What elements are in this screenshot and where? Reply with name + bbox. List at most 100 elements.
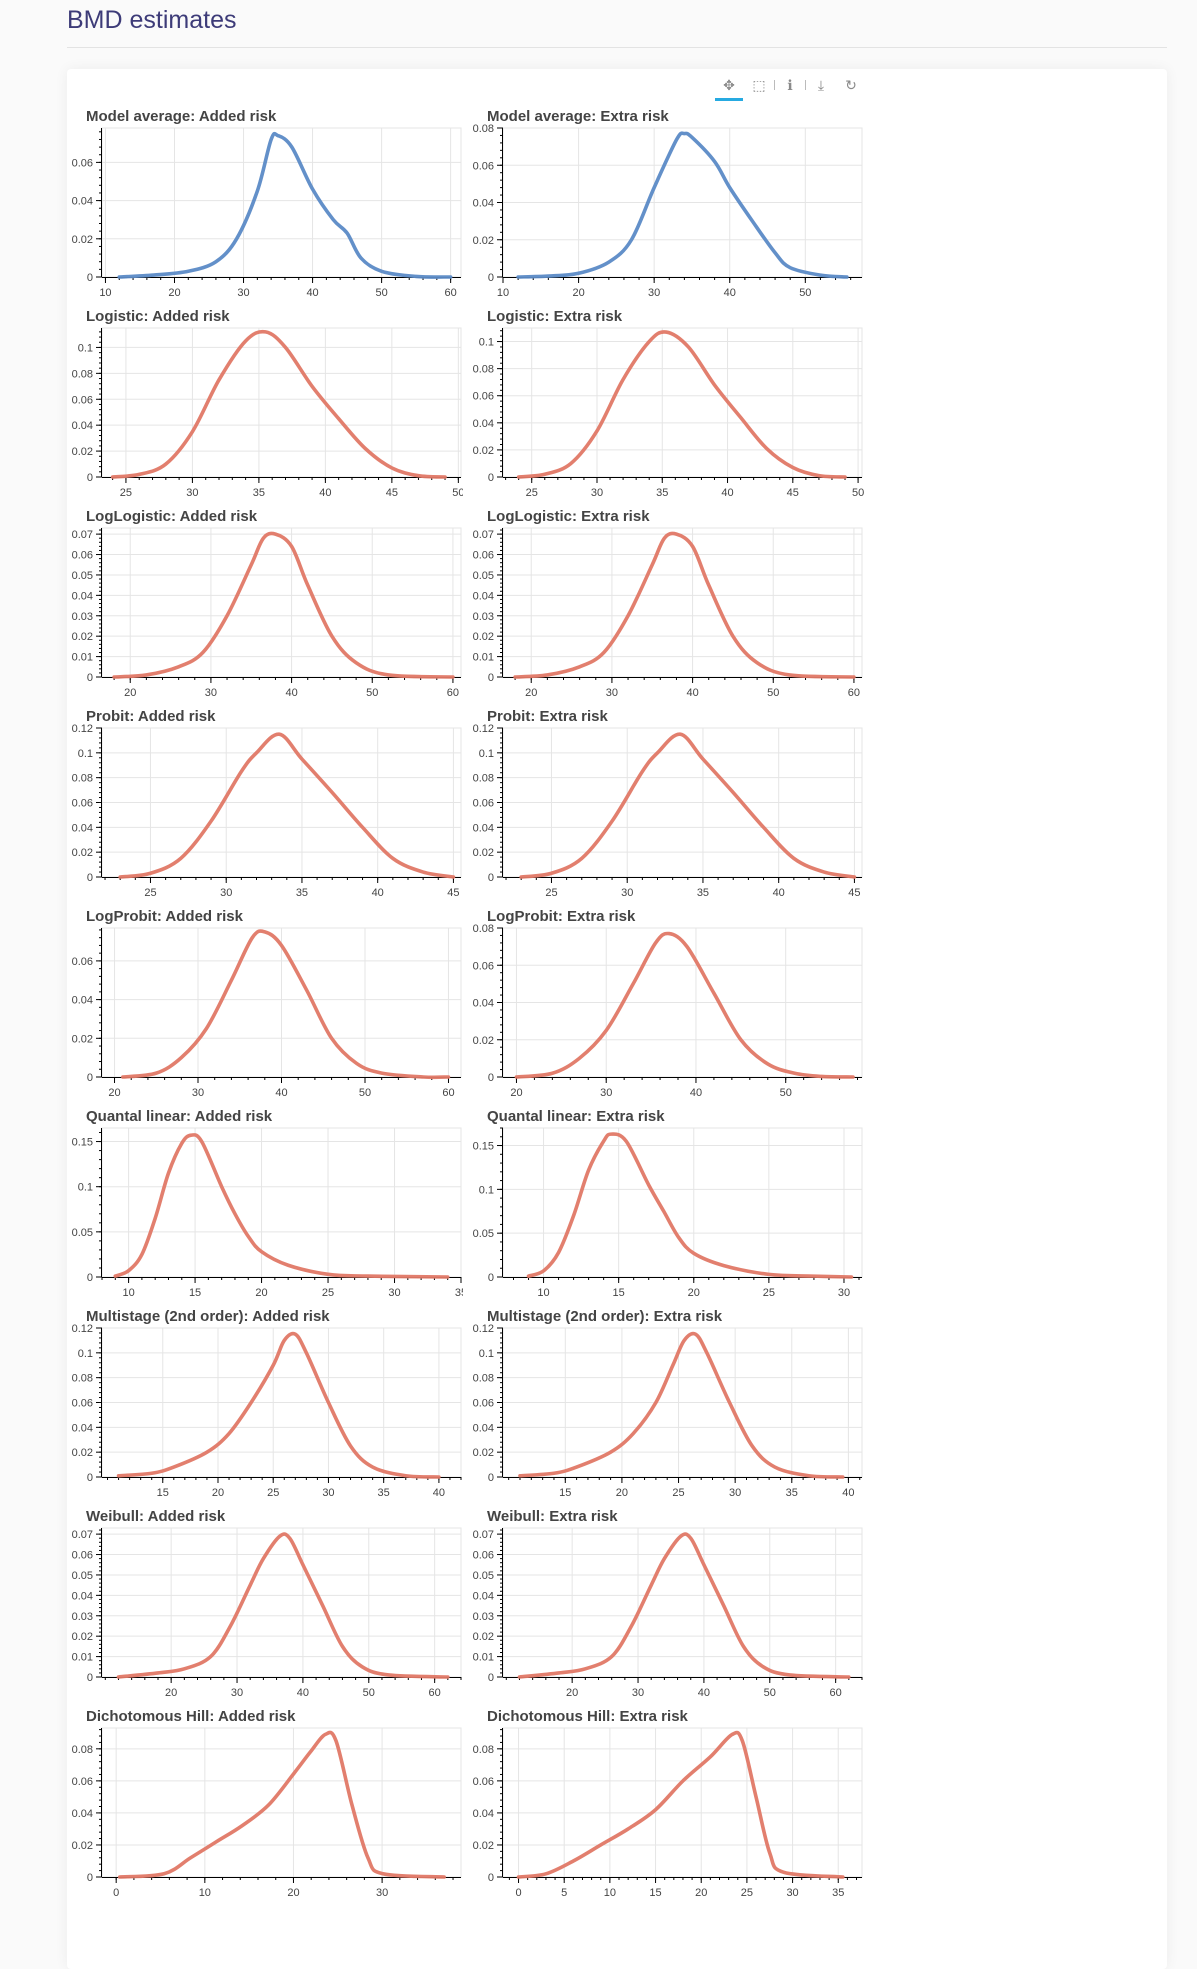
- x-tick-label: 20: [168, 287, 180, 299]
- x-tick-label: 10: [122, 1287, 134, 1299]
- x-tick-label: 40: [842, 1487, 854, 1499]
- y-tick-label: 0.07: [473, 1529, 494, 1541]
- x-tick-label: 20: [688, 1287, 700, 1299]
- x-tick-label: 50: [764, 1687, 776, 1699]
- x-tick-label: 15: [613, 1287, 625, 1299]
- y-tick-label: 0.04: [72, 1590, 93, 1602]
- x-tick-label: 50: [363, 1687, 375, 1699]
- pan-tool-button[interactable]: ✥: [714, 73, 744, 101]
- x-tick-label: 40: [372, 887, 384, 899]
- density-line: [516, 330, 847, 479]
- plot-frame: [502, 1727, 863, 1878]
- y-tick-label: 0.06: [473, 798, 494, 810]
- density-line: [110, 329, 447, 479]
- y-tick-label: 0: [87, 272, 93, 284]
- y-tick-label: 0.06: [72, 956, 93, 968]
- x-tick-label: 15: [157, 1487, 169, 1499]
- y-tick-label: 0: [87, 1072, 93, 1084]
- chart-dichotomous-hill-extra-risk: Dichotomous Hill: Extra risk 0 5 10 15 20 25 30…: [473, 1708, 863, 1899]
- density-line: [518, 1331, 845, 1479]
- y-tick-label: 0.04: [473, 1422, 494, 1434]
- save-tool-button[interactable]: ⤓: [806, 73, 836, 97]
- x-tick-label: 15: [189, 1287, 201, 1299]
- y-tick-label: 0.15: [72, 1137, 93, 1149]
- chart-title: LogProbit: Extra risk: [487, 908, 636, 925]
- x-tick-label: 30: [621, 887, 633, 899]
- plot-frame: [101, 1127, 462, 1278]
- y-tick-label: 0.02: [473, 1631, 494, 1643]
- chart-multistage-2nd-order-extra-risk: Multistage (2nd order): Extra risk 15 20 25…: [473, 1308, 863, 1499]
- x-tick-label: 50: [852, 487, 864, 499]
- x-tick-label: 20: [255, 1287, 267, 1299]
- y-tick-label: 0: [488, 1072, 494, 1084]
- y-tick-label: 0.01: [473, 652, 494, 664]
- y-tick-label: 0: [87, 1872, 93, 1884]
- x-tick-label: 45: [386, 487, 398, 499]
- y-tick-label: 0.02: [473, 1840, 494, 1852]
- x-tick-label: 50: [359, 1087, 371, 1099]
- y-tick-label: 0.07: [72, 529, 93, 541]
- y-tick-label: 0.04: [72, 822, 93, 834]
- y-tick-label: 0.02: [72, 1840, 93, 1852]
- chart-probit-extra-risk: Probit: Extra risk 25 30 35 40 45 0 0.02 0.04 0.0…: [473, 708, 863, 899]
- save-tool-icon: ⤓: [817, 76, 825, 93]
- plot-frame: [502, 327, 863, 478]
- x-tick-label: 40: [698, 1687, 710, 1699]
- y-tick-label: 0.08: [473, 923, 494, 935]
- density-line: [118, 732, 456, 879]
- x-tick-label: 30: [237, 287, 249, 299]
- y-tick-label: 0.04: [473, 198, 494, 210]
- reset-tool-icon: ↻: [845, 76, 857, 93]
- box-zoom-tool-button[interactable]: ⬚: [744, 73, 774, 97]
- x-tick-label: 20: [124, 687, 136, 699]
- y-tick-label: 0.02: [473, 235, 494, 247]
- chart-model-average-added-risk: Model average: Added risk 10 20 30 40 50 60 0 0.…: [72, 108, 462, 299]
- x-tick-label: 30: [786, 1887, 798, 1899]
- chart-logprobit-extra-risk: LogProbit: Extra risk 20 30 40 50 0 0.02 0.04 0.…: [473, 908, 863, 1099]
- y-tick-label: 0.01: [72, 1652, 93, 1664]
- y-tick-label: 0: [488, 272, 494, 284]
- y-tick-label: 0.04: [72, 1808, 93, 1820]
- y-tick-label: 0.12: [72, 723, 93, 735]
- chart-title: LogLogistic: Added risk: [86, 508, 258, 525]
- x-tick-label: 30: [231, 1687, 243, 1699]
- chart-title: Probit: Added risk: [86, 708, 216, 725]
- pan-tool-icon: ✥: [723, 76, 735, 93]
- x-tick-label: 35: [656, 487, 668, 499]
- chart-loglogistic-added-risk: LogLogistic: Added risk 20 30 40 50 60 0 0.01 0.…: [72, 508, 462, 699]
- density-line: [117, 131, 453, 279]
- reset-tool-button[interactable]: ↻: [836, 73, 866, 97]
- x-tick-label: 45: [447, 887, 459, 899]
- x-tick-label: 20: [212, 1487, 224, 1499]
- x-tick-label: 30: [632, 1687, 644, 1699]
- chart-logprobit-added-risk: LogProbit: Added risk 20 30 40 50 60 0 0.02 0.04…: [72, 908, 462, 1099]
- hover-tool-button[interactable]: ℹ: [775, 73, 805, 97]
- y-tick-label: 0.05: [473, 1570, 494, 1582]
- plot-frame: [101, 127, 462, 278]
- x-tick-label: 10: [497, 287, 509, 299]
- divider: [67, 47, 1167, 48]
- y-tick-label: 0: [87, 872, 93, 884]
- x-tick-label: 40: [690, 1087, 702, 1099]
- x-tick-label: 35: [832, 1887, 844, 1899]
- y-tick-label: 0.02: [72, 446, 93, 458]
- x-tick-label: 25: [526, 487, 538, 499]
- chart-title: Quantal linear: Added risk: [86, 1108, 273, 1125]
- y-tick-label: 0: [488, 672, 494, 684]
- y-tick-label: 0: [87, 1272, 93, 1284]
- x-tick-label: 15: [559, 1487, 571, 1499]
- x-tick-label: 20: [616, 1487, 628, 1499]
- x-tick-label: 40: [724, 287, 736, 299]
- x-tick-label: 40: [297, 1687, 309, 1699]
- y-tick-label: 0.08: [72, 1373, 93, 1385]
- x-tick-label: 30: [322, 1487, 334, 1499]
- y-tick-label: 0.1: [78, 342, 93, 354]
- y-tick-label: 0.02: [72, 1447, 93, 1459]
- y-tick-label: 0: [488, 1872, 494, 1884]
- x-tick-label: 40: [433, 1487, 445, 1499]
- box-zoom-tool-icon: ⬚: [752, 76, 766, 93]
- y-tick-label: 0: [87, 472, 93, 484]
- chart-title: Dichotomous Hill: Added risk: [86, 1708, 296, 1725]
- x-tick-label: 40: [686, 687, 698, 699]
- y-tick-label: 0: [488, 1672, 494, 1684]
